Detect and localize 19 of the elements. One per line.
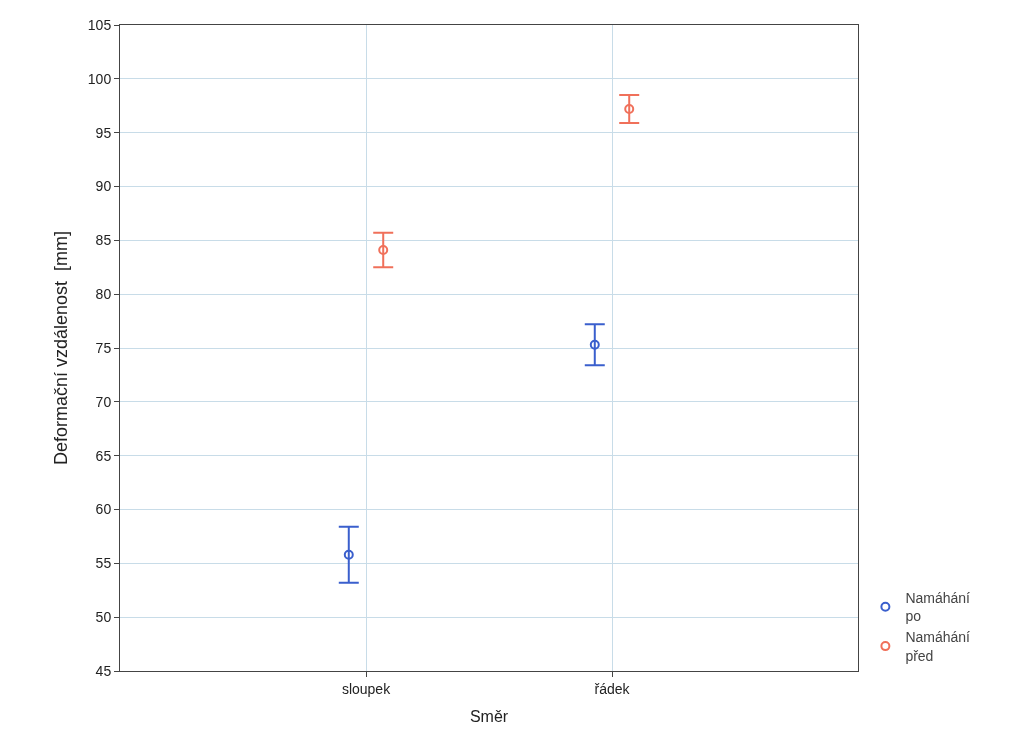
x-axis-title: Směr — [469, 708, 509, 726]
y-tick-label: 50 — [95, 609, 112, 626]
y-tick-label: 80 — [95, 286, 112, 303]
x-tick-label: sloupek — [341, 680, 392, 697]
y-tick-label: 65 — [95, 447, 112, 464]
x-tick-label: řádek — [594, 680, 631, 697]
y-tick-label: 85 — [95, 232, 112, 249]
y-tick-label: 75 — [95, 339, 112, 356]
y-tick-label: 100 — [87, 70, 112, 87]
y-tick-label: 55 — [95, 555, 112, 572]
y-tick-label: 95 — [95, 124, 112, 141]
y-tick-label: 60 — [95, 501, 112, 518]
y-tick-label: 105 — [87, 16, 112, 33]
y-tick-label: 70 — [95, 393, 112, 410]
legend-label: Namáhání po — [905, 590, 971, 625]
y-tick-label: 45 — [95, 662, 112, 679]
y-axis-title: Deformační vzdálenost [mm] — [51, 230, 72, 466]
y-tick-label: 90 — [95, 178, 112, 195]
legend-label: Namáhání před — [905, 629, 971, 664]
